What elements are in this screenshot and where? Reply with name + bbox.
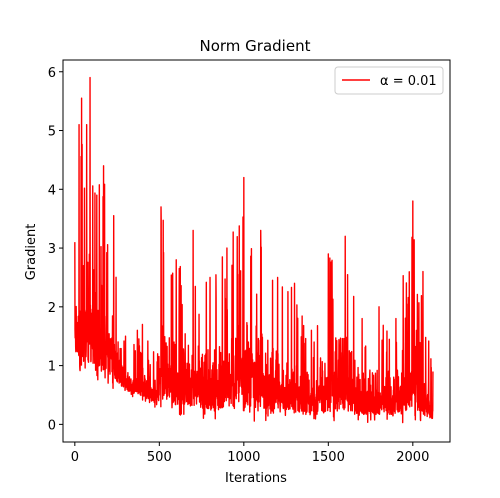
y-tick-label: 5 — [48, 125, 56, 140]
y-tick-label: 1 — [48, 360, 56, 375]
legend: α = 0.01 — [334, 66, 444, 95]
y-axis: 0 1 2 3 4 5 6 — [48, 66, 63, 433]
y-axis-label: Gradient — [24, 224, 39, 281]
y-tick-label: 3 — [48, 242, 56, 257]
y-tick-label: 6 — [48, 66, 56, 81]
x-tick-label: 1000 — [227, 450, 260, 465]
x-tick-label: 500 — [147, 450, 172, 465]
chart-title: Norm Gradient — [200, 37, 311, 55]
y-tick-label: 2 — [48, 301, 56, 316]
legend-series-label: α = 0.01 — [380, 74, 437, 89]
series-line-alpha-0.01 — [74, 76, 434, 424]
x-tick-label: 2000 — [396, 450, 429, 465]
x-axis-label: Iterations — [225, 471, 287, 486]
x-axis: 0 500 1000 1500 2000 — [71, 442, 429, 465]
legend-box — [334, 66, 444, 95]
y-tick-label: 0 — [48, 418, 56, 433]
x-tick-label: 0 — [71, 450, 79, 465]
y-tick-label: 4 — [48, 183, 56, 198]
plot-area — [74, 76, 434, 424]
x-tick-label: 1500 — [312, 450, 345, 465]
axes-frame — [62, 59, 451, 443]
